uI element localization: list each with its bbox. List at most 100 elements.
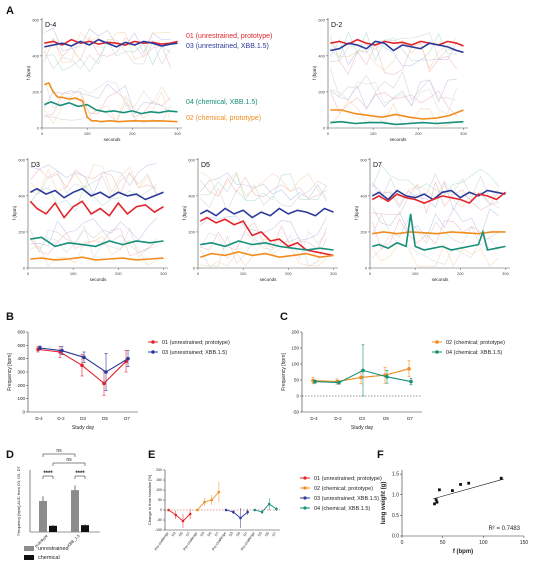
x-tick-label: 0	[327, 131, 330, 136]
x-tick-label: Pre-challenge	[154, 531, 170, 551]
legend-marker	[435, 340, 439, 344]
individual-trace	[200, 222, 327, 251]
data-point	[253, 508, 257, 512]
data-point	[80, 363, 84, 368]
individual-trace	[330, 31, 457, 62]
panel-a-day-label: D7	[373, 162, 382, 169]
mean-trace-3	[30, 256, 164, 261]
sig-bracket	[52, 462, 86, 466]
individual-trace	[30, 229, 157, 254]
series-line-2	[225, 509, 248, 519]
panel-f-plot: 0.0 0.5 1.0 1.5 0 50 100 150 f (bpm) lung weight …	[381, 470, 528, 555]
legend-marker	[303, 506, 307, 510]
x-tick-label: D-4	[35, 416, 43, 421]
x-tick-label: 100	[240, 271, 247, 276]
fit-line	[432, 478, 504, 500]
individual-trace	[30, 225, 157, 259]
data-point	[126, 356, 130, 361]
mean-trace-3	[200, 250, 334, 259]
y-tick-label: 200	[318, 89, 325, 94]
individual-trace	[30, 183, 157, 212]
legend-marker	[303, 476, 307, 480]
individual-trace	[330, 43, 457, 75]
mean-trace-1	[29, 200, 164, 219]
y-axis-label: f (bpm)	[312, 65, 317, 80]
legend-label-3: 04 (chemical; XBB.1.5)	[314, 506, 370, 512]
individual-trace	[372, 207, 499, 240]
y-tick-label: 600	[32, 17, 39, 22]
x-axis-label: seconds	[432, 277, 450, 282]
individual-trace	[44, 40, 171, 72]
y-tick-label: 200	[32, 89, 39, 94]
data-point	[246, 510, 249, 514]
individual-trace	[44, 27, 171, 54]
x-tick-label: 200	[415, 131, 422, 136]
mean-trace-2	[30, 236, 164, 248]
scatter-point	[434, 498, 438, 502]
individual-trace	[372, 173, 499, 202]
y-tick-label: 600	[360, 157, 367, 162]
scatter-point	[499, 476, 503, 480]
mean-trace-0	[44, 38, 178, 46]
individual-trace	[200, 173, 327, 202]
legend-marker	[303, 486, 307, 490]
y-tick-label: 400	[360, 193, 367, 198]
x-tick-label: D-4	[310, 416, 318, 421]
individual-trace	[200, 238, 327, 267]
individual-trace	[30, 164, 157, 196]
x-tick-label: D3	[228, 531, 234, 537]
y-tick-label: 200	[18, 229, 25, 234]
x-tick-label: 200	[285, 271, 292, 276]
data-point	[38, 346, 42, 350]
panel-d-plot: Frequency [bpm] AUC from D3, D5, D7proto…	[16, 448, 100, 561]
individual-trace	[44, 32, 171, 63]
y-tick-label: 150	[291, 346, 299, 351]
panel-a-day-label: D-2	[331, 22, 342, 29]
x-axis-label: f (bpm)	[453, 549, 473, 555]
x-tick-label: D7	[243, 531, 249, 537]
individual-trace	[330, 90, 457, 117]
data-point	[82, 355, 86, 360]
y-tick-label: 1.0	[392, 492, 399, 498]
x-tick-label: 100	[370, 131, 377, 136]
mean-trace-2	[44, 101, 178, 115]
individual-trace	[30, 236, 157, 267]
y-tick-label: 500	[17, 343, 25, 348]
panel-letter-F: F	[377, 449, 384, 461]
individual-trace	[44, 91, 171, 118]
x-tick-label: 200	[115, 271, 122, 276]
y-tick-label: 1.5	[392, 472, 399, 478]
x-tick-label: D7	[214, 531, 220, 537]
scatter-point	[433, 502, 436, 506]
mean-trace-1	[199, 216, 334, 257]
x-tick-label: 100	[412, 271, 419, 276]
mean-trace-1	[371, 191, 506, 205]
bar-XBB_1.5-unrestrained	[71, 490, 79, 532]
y-tick-label: 0	[22, 410, 25, 415]
panel-a-d-4-plot: 0 200 400 600 0 100 200 300 seconds f (bpm) D-4	[26, 17, 182, 142]
series-line-0	[168, 509, 191, 522]
data-point	[196, 508, 199, 512]
data-point	[203, 500, 206, 504]
panel-letter-B: B	[6, 311, 14, 323]
y-axis-label: f (bpm)	[354, 205, 359, 220]
panel-letter-D: D	[6, 449, 14, 461]
panel-a-day-label: D5	[201, 162, 210, 169]
y-tick-label: 200	[291, 330, 299, 335]
y-tick-label: 600	[17, 330, 25, 335]
y-axis-label: f (bpm)	[26, 65, 31, 80]
individual-trace	[44, 79, 171, 109]
individual-trace	[200, 215, 327, 241]
x-tick-label: D7	[185, 531, 191, 537]
x-axis-label: seconds	[390, 137, 408, 142]
individual-trace	[330, 79, 457, 110]
mean-trace-2	[330, 109, 464, 120]
y-tick-label: 0	[323, 126, 326, 131]
x-tick-label: D5	[178, 531, 184, 537]
individual-trace	[330, 32, 457, 62]
individual-trace	[330, 100, 457, 127]
y-axis-label: Change in from baseline [%]	[147, 475, 152, 525]
legend-label-2: 03 (unrestrained; XBB.1.5)	[314, 496, 379, 502]
y-tick-label: 0	[160, 508, 162, 512]
bar-prototype-unrestrained	[39, 501, 47, 532]
